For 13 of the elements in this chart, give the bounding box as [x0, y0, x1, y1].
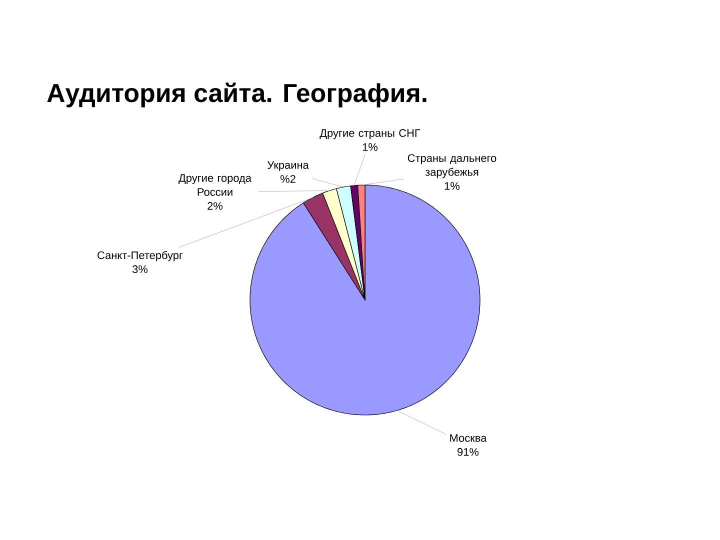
slice-label: Украина — [267, 161, 309, 172]
slice-label: Страны дальнего зарубежья — [408, 154, 496, 178]
data-label: 1% — [444, 182, 460, 190]
data-label: %2 — [280, 175, 296, 183]
slice-label: Москва — [450, 434, 487, 442]
slice-label: Санкт-Петербург — [98, 250, 183, 262]
slice-label: Другие страны СНГ — [320, 129, 420, 140]
data-label: 91% — [458, 448, 479, 456]
data-label: 2% — [208, 202, 223, 210]
slice-label: Другие города России — [178, 174, 252, 196]
data-label: 3% — [132, 265, 148, 274]
chart-title: Аудитория сайта. География. — [47, 82, 426, 108]
data-label: 1% — [362, 143, 378, 151]
